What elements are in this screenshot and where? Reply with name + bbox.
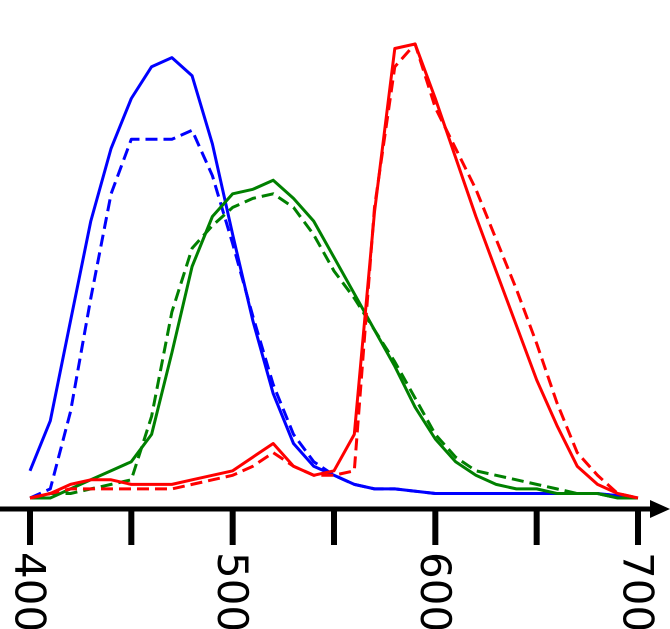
series-line-ff0000-solid <box>29 42 639 500</box>
series-line-ff0000-dashed <box>29 42 639 500</box>
series-layer <box>28 42 639 500</box>
x-tick-label-500: 500 <box>208 552 257 629</box>
x-axis-arrow-icon <box>650 500 670 518</box>
x-tick-label-700: 700 <box>614 552 663 629</box>
x-axis: 400 500 600 700 <box>0 500 670 629</box>
series-line-008000-solid <box>30 178 638 500</box>
series-line-0000ff-solid <box>28 56 639 500</box>
x-tick-label-600: 600 <box>411 552 460 629</box>
series-line-0000ff-dashed <box>29 128 639 500</box>
x-tick-label-400: 400 <box>6 552 55 629</box>
series-line-008000-dashed <box>29 192 638 500</box>
